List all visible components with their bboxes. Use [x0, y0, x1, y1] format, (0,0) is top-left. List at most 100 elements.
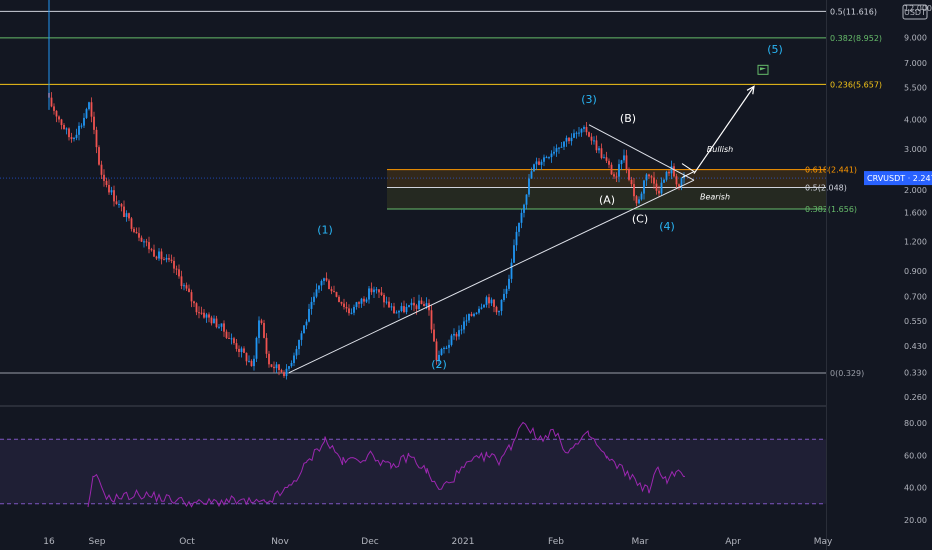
- time-tick-label: 2021: [452, 537, 475, 547]
- candle-body: [213, 318, 215, 324]
- candle-body: [125, 213, 128, 217]
- candle-body: [588, 132, 590, 137]
- candle-body: [570, 137, 573, 142]
- candle-body: [518, 222, 520, 232]
- candle-body: [573, 133, 575, 138]
- candle-body: [585, 126, 588, 133]
- candle-body: [245, 352, 248, 362]
- candle-body: [270, 364, 273, 367]
- candle-body: [318, 285, 320, 290]
- candle-body: [90, 102, 93, 117]
- candle-body: [63, 124, 65, 130]
- candle-body: [623, 155, 625, 161]
- candle-body: [410, 302, 413, 306]
- candle-body: [75, 134, 78, 138]
- price-tick-label: 1.200: [904, 238, 927, 247]
- candle-body: [58, 116, 60, 120]
- candle-body: [640, 193, 643, 200]
- candle-body: [528, 178, 530, 195]
- candle-body: [205, 314, 208, 318]
- candle-body: [153, 249, 155, 257]
- candle-body: [590, 136, 593, 141]
- candle-body: [208, 314, 210, 318]
- fib-zone-label: 0.5(2.048): [805, 183, 847, 192]
- wave-label: (5): [767, 43, 783, 56]
- projection-arrow[interactable]: [693, 86, 755, 174]
- candle-body: [348, 308, 350, 314]
- price-tick-label: 9.000: [904, 33, 927, 42]
- candle-body: [535, 161, 538, 165]
- time-tick-label: Dec: [361, 537, 378, 547]
- candle-body: [488, 297, 490, 304]
- candle-body: [408, 305, 410, 307]
- candle-body: [435, 341, 438, 361]
- candle-body: [380, 292, 383, 295]
- fib-level-label: 0.236(5.657): [830, 80, 882, 89]
- candle-body: [428, 303, 430, 311]
- candle-body: [193, 301, 195, 304]
- candle-body: [85, 109, 88, 118]
- fib-level-label: 0.5(11.616): [830, 7, 877, 16]
- candle-body: [260, 320, 263, 324]
- candle-body: [163, 259, 165, 261]
- candle-body: [475, 312, 478, 314]
- candle-body: [143, 241, 145, 243]
- candle-body: [660, 182, 663, 194]
- time-tick-label: Oct: [179, 537, 195, 547]
- projection-arrow-head: [746, 85, 755, 95]
- candle-body: [423, 303, 425, 307]
- candle-body: [448, 344, 450, 348]
- price-tick-label: 2.000: [904, 186, 927, 195]
- wave-label: (1): [317, 224, 333, 237]
- candle-body: [80, 125, 83, 127]
- candle-body: [288, 366, 290, 369]
- candle-body: [663, 179, 665, 183]
- candle-body: [328, 280, 330, 290]
- wave-label: (3): [581, 93, 597, 106]
- candle-body: [300, 333, 303, 340]
- candle-body: [135, 232, 138, 234]
- candle-body: [515, 231, 518, 246]
- support-trendline[interactable]: [288, 179, 695, 374]
- candle-body: [473, 313, 475, 317]
- candle-body: [670, 166, 673, 174]
- candle-body: [365, 299, 368, 302]
- currency-badge[interactable]: [902, 4, 928, 20]
- candle-body: [185, 285, 188, 289]
- wave-label: (B): [620, 112, 636, 125]
- candle-body: [463, 321, 465, 330]
- candle-body: [258, 320, 260, 338]
- candle-body: [305, 321, 308, 326]
- price-tick-label: 0.900: [904, 267, 927, 276]
- fib-zone-upper: [387, 169, 826, 188]
- candle-body: [188, 288, 190, 293]
- fib-level-label: 0.382(8.952): [830, 34, 882, 43]
- candle-body: [615, 176, 618, 178]
- candle-body: [355, 302, 358, 307]
- candle-body: [568, 137, 570, 142]
- price-tick-label: 12.000: [904, 4, 932, 13]
- candle-body: [648, 174, 650, 177]
- candle-body: [460, 329, 463, 331]
- candle-body: [550, 153, 553, 158]
- candle-body: [388, 301, 390, 308]
- candle-body: [385, 301, 388, 303]
- candle-body: [285, 368, 288, 377]
- candle-body: [278, 364, 280, 371]
- candle-body: [203, 312, 205, 318]
- candle-body: [373, 289, 375, 293]
- candle-body: [110, 190, 113, 193]
- candle-body: [268, 353, 270, 365]
- candle-body: [510, 262, 513, 279]
- resistance-trendline[interactable]: [588, 124, 695, 181]
- candle-body: [273, 366, 275, 369]
- candle-body: [575, 132, 578, 134]
- candle-body: [170, 259, 173, 261]
- candle-body: [508, 278, 510, 289]
- candle-body: [168, 257, 170, 260]
- candle-body: [505, 288, 508, 294]
- last-price-tag: [864, 171, 932, 186]
- candle-body: [238, 348, 240, 352]
- candle-body: [360, 298, 363, 304]
